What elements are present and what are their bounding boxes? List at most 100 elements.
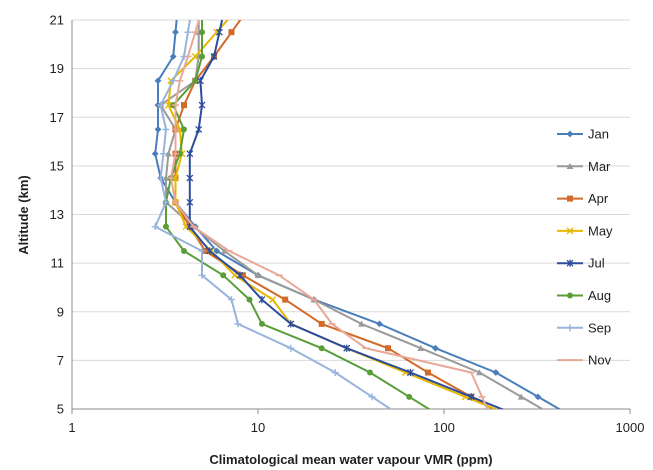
point-jul-15.5 (186, 150, 194, 158)
point-jul-13.5 (186, 198, 194, 206)
point-aug-5.5 (406, 393, 413, 400)
point-sep-13.5 (162, 198, 170, 206)
point-jul-7.5 (343, 344, 351, 352)
point-aug-10.5 (220, 272, 227, 279)
point-jul-19.5 (210, 52, 218, 61)
y-axis-title: Altitude (km) (16, 175, 31, 254)
point-jul-17.5 (198, 101, 206, 109)
legend-item-aug: Aug (557, 288, 611, 303)
point-jul-20.5 (215, 28, 223, 36)
point-mar-14.5 (162, 174, 170, 181)
point-aug-6.5 (366, 369, 373, 376)
point-jul-6.5 (406, 368, 414, 377)
plot-area (71, 20, 631, 414)
legend-label-may: May (588, 223, 613, 238)
x-tick-1: 1 (68, 420, 75, 435)
point-jan-11.5 (213, 247, 221, 255)
legend-label-jan: Jan (588, 127, 609, 142)
legend-item-nov: Nov (557, 353, 612, 368)
point-sep-17.5 (157, 101, 165, 109)
point-apr-6.5 (424, 369, 431, 376)
series-line-jul (188, 20, 505, 409)
point-jul-16.5 (195, 125, 203, 134)
point-sep-16.5 (162, 125, 170, 133)
series-line-aug (165, 20, 431, 409)
y-tick-15: 15 (50, 158, 64, 173)
point-jan-8.5 (376, 320, 383, 328)
y-tick-11: 11 (51, 256, 65, 271)
point-apr-20.5 (228, 29, 235, 36)
point-sep-10.5 (198, 271, 206, 279)
legend-marker-may (566, 227, 574, 235)
point-jul-18.5 (196, 77, 204, 85)
legend-marker-aug (567, 292, 573, 299)
point-aug-15.5 (176, 150, 183, 157)
point-jul-11.5 (206, 247, 214, 255)
point-apr-7.5 (385, 345, 392, 352)
point-apr-17.5 (180, 102, 187, 109)
point-jan-20.5 (172, 28, 179, 36)
legend-label-mar: Mar (588, 159, 611, 174)
point-mar-11.5 (221, 247, 228, 254)
legend-item-sep: Sep (557, 320, 611, 335)
legend-marker-mar (566, 162, 574, 170)
point-aug-11.5 (180, 247, 187, 254)
legend-label-nov: Nov (588, 353, 612, 368)
y-tick-19: 19 (50, 61, 64, 76)
point-may-14.5 (171, 174, 179, 182)
point-apr-8.5 (318, 320, 325, 327)
series-line-apr (174, 20, 495, 409)
point-sep-11.5 (198, 247, 206, 255)
y-tick-5: 5 (57, 402, 64, 417)
point-may-9.5 (269, 296, 277, 304)
point-sep-7.5 (287, 344, 295, 352)
point-sep-14.5 (157, 174, 165, 182)
point-mar-15.5 (165, 150, 172, 157)
legend-marker-jan (566, 130, 574, 138)
series-jul (186, 20, 505, 409)
point-mar-8.5 (358, 320, 365, 327)
series-line-sep (154, 20, 393, 409)
point-apr-9.5 (282, 296, 289, 303)
point-jul-10.5 (236, 271, 244, 279)
series-nov (167, 20, 489, 409)
legend-item-apr: Apr (557, 191, 609, 206)
legend-label-apr: Apr (588, 191, 609, 206)
point-aug-8.5 (258, 320, 265, 327)
point-jul-5.5 (467, 393, 475, 401)
legend-marker-jul (566, 259, 574, 267)
y-tick-7: 7 (57, 353, 64, 368)
point-aug-19.5 (199, 53, 206, 60)
y-tick-labels: 5 7 9 11 13 15 17 19 21 (50, 13, 64, 417)
point-jan-18.5 (154, 77, 162, 85)
point-mar-10.5 (254, 271, 262, 279)
legend-item-jan: Jan (557, 127, 609, 142)
point-jan-6.5 (492, 369, 500, 376)
series-sep (151, 20, 393, 409)
legend-item-jul: Jul (557, 256, 605, 271)
y-tick-21: 21 (50, 13, 64, 28)
point-jan-19.5 (169, 53, 177, 60)
point-aug-20.5 (199, 29, 206, 36)
y-tick-13: 13 (50, 207, 64, 222)
point-aug-16.5 (180, 126, 187, 133)
point-aug-12.5 (162, 223, 169, 230)
legend-item-may: May (557, 223, 613, 238)
point-aug-18.5 (192, 77, 199, 84)
point-aug-7.5 (318, 345, 325, 352)
point-jan-5.5 (534, 393, 542, 401)
point-sep-9.5 (227, 296, 235, 304)
point-mar-5.5 (517, 393, 525, 400)
point-sep-5.5 (368, 393, 376, 401)
legend-item-mar: Mar (557, 159, 611, 174)
point-jul-14.5 (186, 174, 194, 182)
y-tick-9: 9 (57, 304, 64, 319)
point-sep-8.5 (234, 320, 242, 328)
x-tick-100: 100 (433, 420, 455, 435)
legend-marker-sep (566, 324, 574, 332)
x-tick-10: 10 (251, 420, 265, 435)
legend-label-aug: Aug (588, 288, 611, 303)
point-sep-18.5 (169, 77, 177, 85)
point-jul-9.5 (258, 295, 266, 304)
